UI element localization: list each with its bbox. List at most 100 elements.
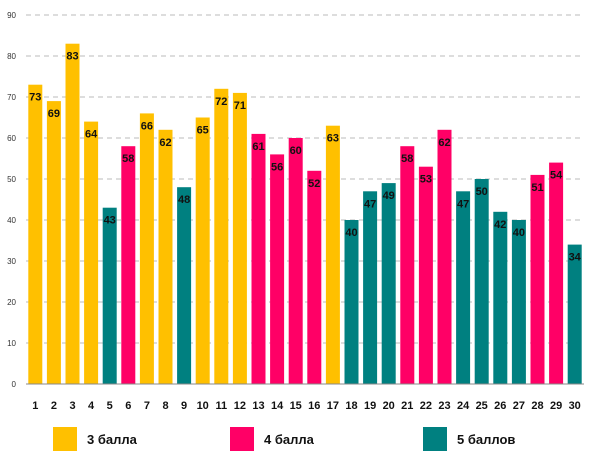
x-tick-label: 22: [420, 400, 432, 412]
data-label: 43: [104, 215, 116, 227]
x-tick-label: 13: [252, 400, 264, 412]
y-tick-label: 30: [7, 257, 16, 266]
bar: [288, 138, 303, 384]
legend-label-4: 4 балла: [264, 431, 314, 447]
gridlines: [26, 14, 584, 344]
bar: [344, 220, 359, 384]
x-tick-label: 7: [144, 400, 150, 412]
y-tick-label: 50: [7, 175, 16, 184]
data-label: 53: [420, 174, 432, 186]
bar: [530, 174, 545, 384]
data-label: 34: [569, 252, 582, 264]
data-label: 62: [159, 137, 171, 149]
bar: [437, 129, 452, 384]
data-label: 58: [401, 153, 413, 165]
data-label: 54: [550, 170, 563, 182]
bar: [121, 146, 136, 384]
data-label: 56: [271, 161, 283, 173]
x-tick-label: 3: [69, 400, 75, 412]
bar: [195, 117, 210, 384]
bar: [363, 191, 378, 384]
legend-item-4: 4 балла: [230, 426, 314, 452]
legend-swatch-3: [53, 427, 77, 451]
bar: [251, 133, 266, 384]
data-label: 69: [48, 108, 60, 120]
x-tick-label: 6: [125, 400, 131, 412]
x-tick-label: 11: [215, 400, 227, 412]
x-tick-label: 18: [345, 400, 357, 412]
legend-swatch-5: [423, 427, 447, 451]
bar: [102, 207, 117, 384]
bar: [511, 220, 526, 384]
bar: [84, 121, 99, 384]
x-tick-label: 5: [107, 400, 113, 412]
bar: [418, 166, 433, 384]
bar: [567, 244, 582, 384]
bar: [270, 154, 285, 384]
data-label: 60: [290, 145, 302, 157]
data-label: 49: [383, 190, 395, 202]
data-label: 47: [364, 198, 376, 210]
bar: [158, 129, 173, 384]
data-label: 40: [345, 227, 357, 239]
data-label: 47: [457, 198, 469, 210]
bar: [46, 101, 61, 384]
x-tick-label: 29: [550, 400, 562, 412]
data-label: 65: [197, 125, 209, 137]
y-tick-label: 0: [12, 380, 17, 389]
x-tick-label: 1: [32, 400, 38, 412]
legend-label-3: 3 балла: [87, 431, 137, 447]
bar: [456, 191, 471, 384]
x-tick-label: 19: [364, 400, 376, 412]
x-tick-label: 10: [197, 400, 209, 412]
data-label: 40: [513, 227, 525, 239]
x-tick-label: 27: [513, 400, 525, 412]
data-label: 63: [327, 133, 339, 145]
y-tick-label: 20: [7, 298, 16, 307]
bar: [214, 88, 229, 385]
x-tick-label: 21: [401, 400, 413, 412]
x-tick-label: 26: [494, 400, 506, 412]
bar: [139, 113, 154, 385]
y-tick-label: 90: [7, 11, 16, 20]
y-tick-label: 10: [7, 339, 16, 348]
bar: [400, 146, 415, 384]
legend-swatch-4: [230, 427, 254, 451]
bar: [232, 92, 247, 385]
x-tick-label: 23: [438, 400, 450, 412]
bars: [28, 43, 582, 385]
data-label: 50: [476, 186, 488, 198]
x-tick-label: 20: [383, 400, 395, 412]
x-tick-label: 2: [51, 400, 57, 412]
x-tick-label: 25: [476, 400, 488, 412]
x-tick-label: 4: [88, 400, 95, 412]
data-label: 83: [66, 51, 78, 63]
x-tick-label: 30: [569, 400, 581, 412]
y-tick-label: 60: [7, 134, 16, 143]
legend-item-3: 3 балла: [53, 426, 137, 452]
bar: [493, 211, 508, 384]
x-tick-label: 17: [327, 400, 339, 412]
legend-label-5: 5 баллов: [457, 431, 516, 447]
y-axis-ticks: 0 10 20 30 40 50 60 70 80 90: [7, 11, 16, 389]
bar: [381, 183, 396, 384]
bar: [28, 84, 43, 384]
x-tick-label: 24: [457, 400, 470, 412]
data-label: 66: [141, 120, 153, 132]
y-tick-label: 40: [7, 216, 16, 225]
data-label: 62: [438, 137, 450, 149]
x-axis-ticks: 1 2 3 4 5 6 7 8 9 10 11 12 13 14 15 16 17 18 19 20 21 22 23 24 2…: [32, 400, 581, 412]
data-label: 61: [252, 141, 264, 153]
bar: [474, 179, 489, 384]
x-tick-label: 16: [308, 400, 320, 412]
data-labels: 73 69 83 64 43 58 66 62 48 65 72 71 61 56 60 52 63 40 47 49…: [29, 51, 582, 264]
data-label: 64: [85, 129, 98, 141]
y-tick-label: 80: [7, 52, 16, 61]
data-label: 52: [308, 178, 320, 190]
y-tick-label: 70: [7, 93, 16, 102]
bar: [65, 43, 80, 384]
data-label: 73: [29, 92, 41, 104]
x-tick-label: 15: [290, 400, 302, 412]
x-tick-label: 9: [181, 400, 187, 412]
x-tick-label: 28: [531, 400, 543, 412]
